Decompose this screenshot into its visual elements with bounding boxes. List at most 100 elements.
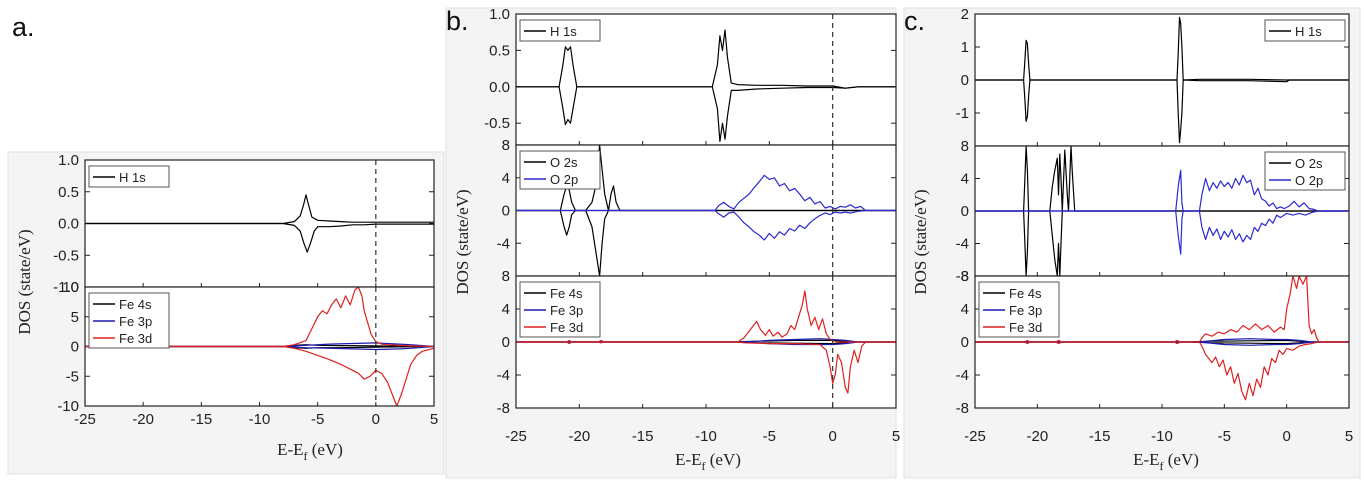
y-tick-label: 8 <box>961 138 969 155</box>
x-tick-label: -10 <box>1151 428 1173 445</box>
subplot-frame <box>84 286 435 407</box>
series-fe-3d-down <box>85 345 434 406</box>
legend-box <box>978 281 1060 338</box>
legend-entry: O 2p <box>550 172 578 187</box>
subplot-1: 2 1 0 -1 H 1s <box>956 6 1350 147</box>
y-tick-label: 1 <box>961 39 969 56</box>
x-tick-label: -25 <box>74 411 96 428</box>
y-tick-label: 0.5 <box>489 42 510 59</box>
series-fe-3p-up <box>85 342 434 348</box>
x-tick-label: -5 <box>1218 428 1231 445</box>
y-tick-label: 0 <box>961 334 969 351</box>
x-tick-label: -10 <box>695 428 717 445</box>
y-tick-label: 0.0 <box>489 79 510 96</box>
series-group <box>975 16 1349 144</box>
series-fe-3d-down <box>516 341 896 394</box>
x-tick-label: -10 <box>249 411 271 428</box>
y-tick-label: 0 <box>961 203 969 220</box>
y-tick-label: -1 <box>956 105 969 122</box>
y-tick-label: 0.5 <box>58 184 79 201</box>
series-o-2p-down <box>516 209 896 241</box>
x-axis-label: E-Ef (eV) <box>1133 450 1199 473</box>
legend: H 1s <box>519 19 601 42</box>
x-tick-label: -20 <box>132 411 154 428</box>
y-tick-label: 4 <box>502 170 510 187</box>
y-tick-label: 8 <box>502 268 510 285</box>
series-group <box>975 276 1349 401</box>
subplot-3: 8 4 0 -4 -8 Fe 4s Fe 3p Fe 3d <box>497 268 897 417</box>
x-axis-label: E-Ef (eV) <box>277 440 343 463</box>
subplot-frame <box>974 275 1350 409</box>
x-tick-label: 0 <box>828 428 836 445</box>
y-axis-label: DOS (state/eV) <box>15 229 34 334</box>
legend-box <box>1264 151 1346 191</box>
y-tick-label: -1.0 <box>53 279 79 296</box>
x-axis-label: E-Ef (eV) <box>675 450 741 473</box>
series-h-1s-down <box>975 79 1349 144</box>
panel-label: a. <box>12 12 35 42</box>
x-tick-label: 5 <box>430 411 438 428</box>
y-tick-label: 0.0 <box>58 216 79 233</box>
series-o-2p-up <box>975 169 1349 212</box>
subplot-2: 8 4 0 -4 O 2s O 2p <box>497 137 897 277</box>
series-o-2s-down <box>975 210 1349 276</box>
legend-entry: Fe 3d <box>550 320 583 335</box>
series-fe-3d-down <box>975 341 1349 401</box>
y-axis-label: DOS (state/eV) <box>911 189 930 294</box>
series-fe-3p-up <box>975 338 1349 343</box>
series-o-2p-down <box>975 210 1349 255</box>
series-h-1s-up <box>85 194 434 225</box>
x-tick-label: -25 <box>505 428 527 445</box>
x-tick-label: 0 <box>372 411 380 428</box>
legend: O 2s O 2p <box>519 150 601 190</box>
y-tick-label: -4 <box>497 235 510 252</box>
y-tick-label: -0.5 <box>53 247 79 264</box>
x-tick-label: -20 <box>568 428 590 445</box>
y-tick-label: 8 <box>502 137 510 154</box>
subplot-2: 10 5 0 -5 -10 Fe 4s Fe 3p Fe 3d <box>57 279 435 415</box>
series-fe-3p-down <box>85 345 434 351</box>
subplot-1: 1.0 0.5 0.0 -0.5 H 1s <box>484 6 897 146</box>
y-tick-label: 4 <box>961 301 969 318</box>
panel-label: c. <box>904 6 925 36</box>
series-h-1s-up <box>975 16 1349 81</box>
y-tick-label: 0 <box>502 203 510 220</box>
legend: Fe 4s Fe 3p Fe 3d <box>519 281 601 338</box>
x-tick-label: -5 <box>311 411 324 428</box>
legend: Fe 4s Fe 3p Fe 3d <box>88 292 170 349</box>
x-tick-label: -15 <box>190 411 212 428</box>
legend: H 1s <box>88 165 170 188</box>
legend: O 2s O 2p <box>1264 151 1346 191</box>
y-axis-label: DOS (state/eV) <box>453 189 472 294</box>
y-tick-label: 2 <box>961 6 969 23</box>
series-fe-3d-up <box>516 290 896 343</box>
y-tick-label: -4 <box>956 236 969 253</box>
series-group <box>85 194 434 253</box>
x-tick-label: 5 <box>892 428 900 445</box>
subplot-3: 8 4 0 -4 -8 Fe 4s Fe 3p Fe 3d <box>956 268 1350 417</box>
x-tick-label: -5 <box>763 428 776 445</box>
legend-entry: Fe 4s <box>119 297 152 312</box>
legend-entry: H 1s <box>119 170 146 185</box>
legend-box <box>519 19 601 42</box>
legend-entry: Fe 3d <box>119 331 152 346</box>
x-tick-label: 5 <box>1345 428 1353 445</box>
legend-entry: O 2p <box>1295 173 1323 188</box>
legend-entry: Fe 3p <box>550 303 583 318</box>
series-o-2s-up <box>975 146 1349 212</box>
legend-entry: Fe 3p <box>1009 303 1042 318</box>
series-group <box>516 29 896 142</box>
series-h-1s-up <box>516 29 896 89</box>
series-o-2p-up <box>516 174 896 212</box>
panel-2: b. 1.0 0.5 0.0 -0.5 H 1s 8 4 0 -4 O 2s O 2p 8 4 0 -4 -8 F… <box>445 6 900 479</box>
y-tick-label: -4 <box>497 367 510 384</box>
panel-label: b. <box>446 6 469 36</box>
x-tick-label: -15 <box>632 428 654 445</box>
y-tick-label: 0 <box>502 334 510 351</box>
y-tick-label: 10 <box>62 279 79 296</box>
legend-entry: Fe 3p <box>119 314 152 329</box>
y-tick-label: 1.0 <box>58 152 79 169</box>
legend-entry: Fe 4s <box>550 286 583 301</box>
